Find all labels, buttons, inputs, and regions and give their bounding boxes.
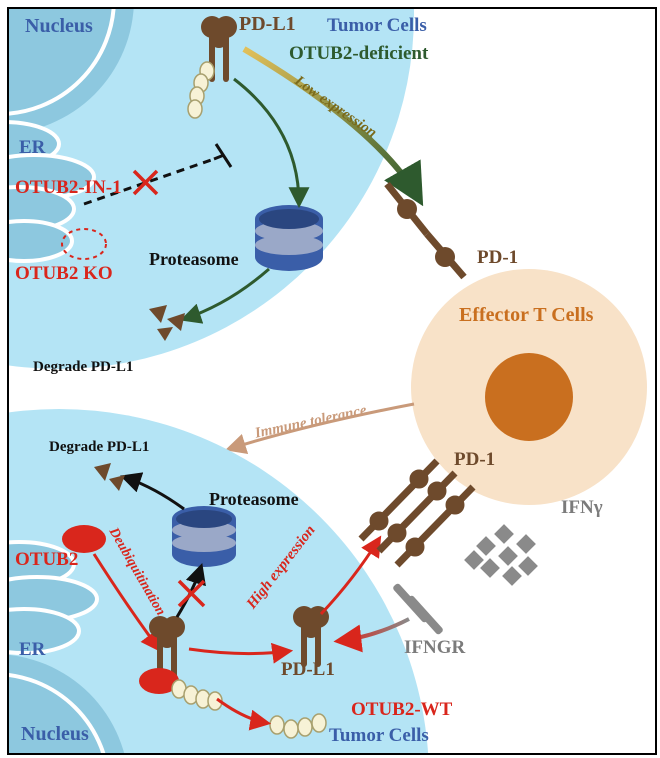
- tumor-bottom-label: Tumor Cells: [329, 725, 429, 747]
- nucleus-top-label: Nucleus: [25, 15, 93, 38]
- nucleus-bottom-label: Nucleus: [21, 723, 89, 746]
- otub2-ko-label: OTUB2 KO: [15, 263, 113, 285]
- pd1-bottom-label: PD-1: [454, 449, 495, 471]
- otub2-label: OTUB2: [15, 549, 78, 571]
- proteasome-top-label: Proteasome: [149, 249, 239, 270]
- ifngr-label: IFNGR: [404, 637, 465, 659]
- pdl1-top-label: PD-L1: [239, 13, 296, 36]
- otub2-in1-label: OTUB2-IN-1: [15, 177, 122, 199]
- otub2-def-label: OTUB2-deficient: [289, 43, 428, 65]
- stage: Nucleus PD-L1 Tumor Cells OTUB2-deficien…: [0, 0, 660, 758]
- proteasome-top-icon: [255, 205, 323, 271]
- proteasome-bottom-label: Proteasome: [209, 489, 299, 510]
- ifngr-icon: [392, 582, 444, 635]
- ifng-icon: [464, 524, 538, 586]
- tumor-top-label: Tumor Cells: [327, 15, 427, 37]
- pd1-top-label: PD-1: [477, 247, 518, 269]
- degrade-top-label: Degrade PD-L1: [33, 359, 133, 376]
- pdl1-membrane-top: [387, 184, 464, 277]
- proteasome-bottom-icon: [172, 506, 236, 567]
- er-bottom-label: ER: [19, 639, 45, 661]
- pdl1-membrane-bottom: [361, 461, 473, 565]
- degrade-bottom-label: Degrade PD-L1: [49, 439, 149, 456]
- diagram-frame: Nucleus PD-L1 Tumor Cells OTUB2-deficien…: [7, 7, 657, 755]
- pdl1-bottom-label: PD-L1: [281, 659, 335, 681]
- er-top-label: ER: [19, 137, 45, 159]
- ifng-label: IFNγ: [561, 497, 603, 519]
- otub2-wt-label: OTUB2-WT: [351, 699, 452, 721]
- tcell-label: Effector T Cells: [459, 304, 593, 327]
- diagram-svg: [9, 9, 655, 753]
